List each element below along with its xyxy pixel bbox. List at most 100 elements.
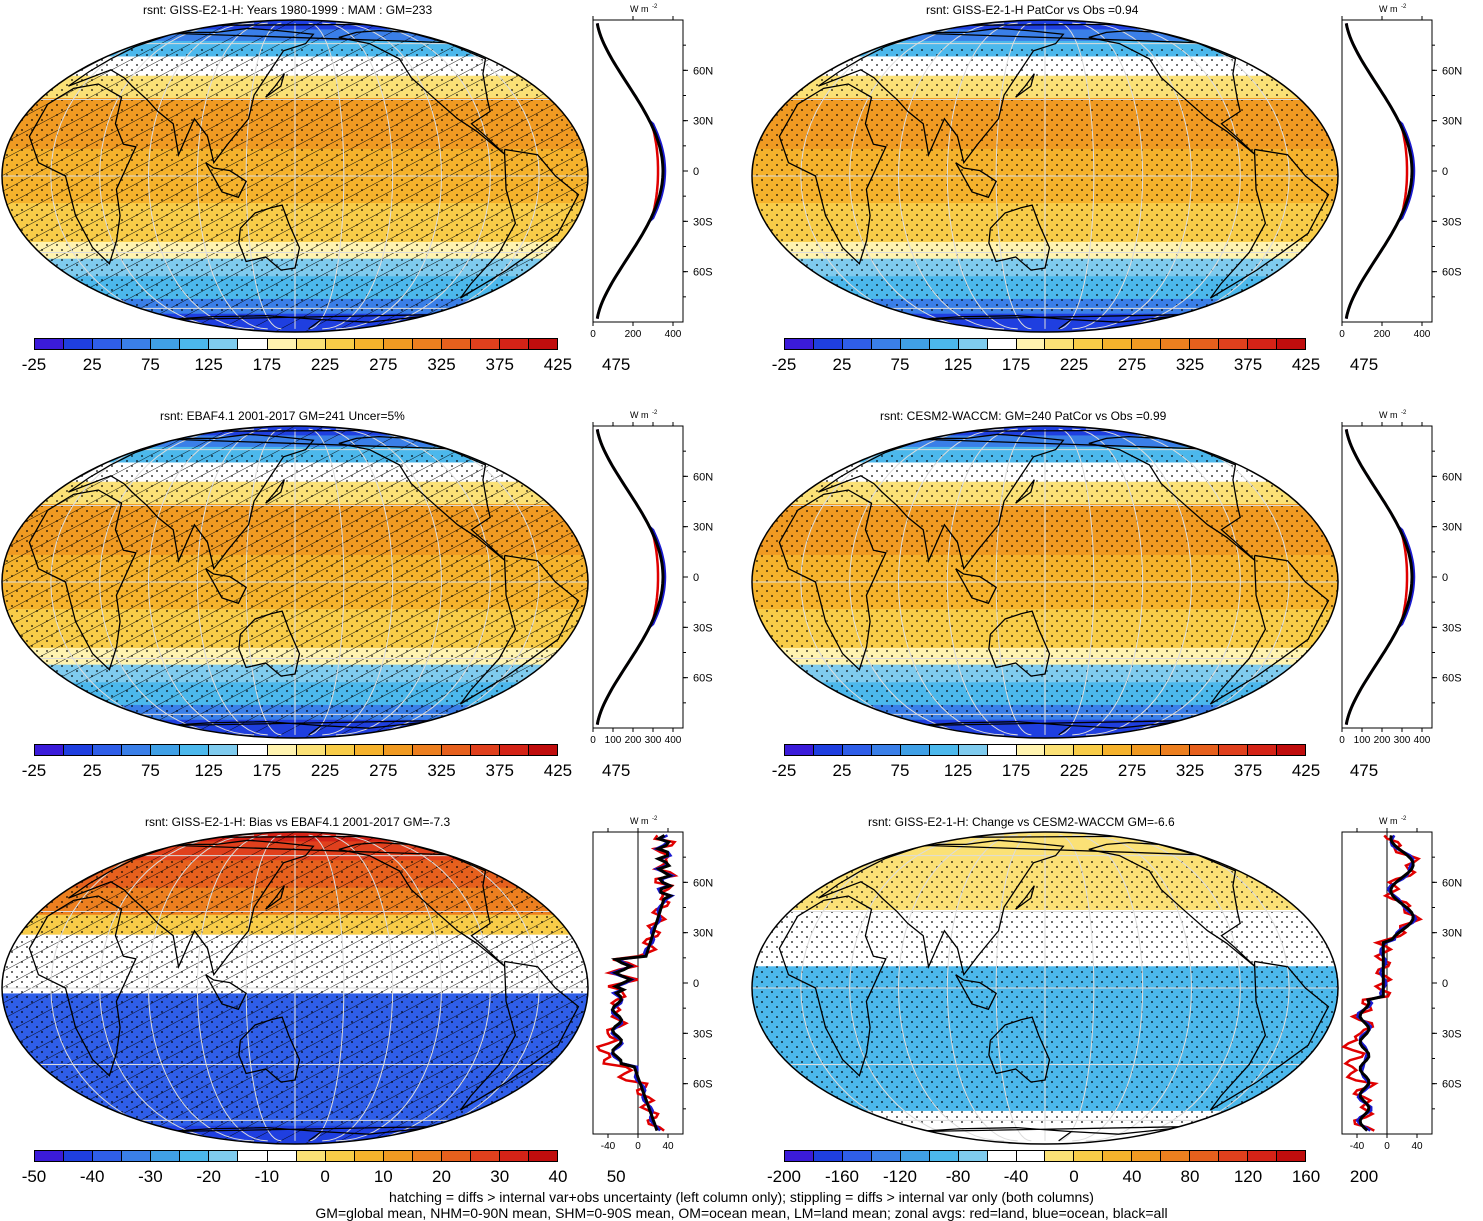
coastline <box>1015 479 1035 504</box>
colorbar-tick-label: 425 <box>1291 761 1321 780</box>
panel-title: rsnt: GISS-E2-1-H: Years 1980-1999 : MAM… <box>143 3 433 17</box>
x-tick-label: 0 <box>590 329 596 340</box>
x-tick-label: 0 <box>1339 329 1345 340</box>
x-tick-label: 40 <box>1411 1141 1423 1152</box>
lat-tick-label: 60N <box>1442 877 1462 889</box>
coastline <box>955 974 998 1011</box>
colorbar-swatch <box>469 1151 499 1161</box>
colorbar-swatch <box>1275 745 1305 755</box>
colorbar-tick-label: 25 <box>82 355 102 374</box>
colorbar-tick-label: 175 <box>1001 355 1031 374</box>
colorbar-swatch <box>382 1151 412 1161</box>
colorbar-tick-label: 25 <box>832 355 852 374</box>
colorbar-swatch <box>150 745 180 755</box>
colorbar-tick-label: 40 <box>548 1167 568 1186</box>
coastline <box>238 610 301 677</box>
map-plot <box>751 831 1339 1145</box>
colorbar-swatch <box>1131 339 1161 349</box>
zonal-line-all <box>595 23 665 319</box>
x-tick-label: 300 <box>1394 735 1411 746</box>
x-tick-label: 0 <box>1384 1141 1390 1152</box>
lat-tick-label: 60S <box>693 267 713 279</box>
footer-line-1: hatching = diffs > internal var+obs unce… <box>389 1189 1094 1205</box>
colorbar-swatch <box>1160 745 1190 755</box>
colorbar-tick-label: 20 <box>432 1167 451 1186</box>
colorbar-tick-label: 40 <box>1122 1167 1142 1186</box>
units-label: W m <box>1379 4 1398 14</box>
graticule-lon <box>99 834 241 1142</box>
units-label: W m <box>630 4 649 14</box>
x-tick-label: 40 <box>662 1141 674 1152</box>
colorbar-swatch <box>324 339 354 349</box>
colorbar-swatch <box>266 1151 296 1161</box>
coastline <box>238 204 301 271</box>
colorbar <box>784 338 1306 350</box>
lat-tick-label: 0 <box>693 166 699 178</box>
colorbar-swatch <box>92 339 122 349</box>
panel-5: rsnt: GISS-E2-1-H: Bias vs EBAF4.1 2001-… <box>0 812 741 1218</box>
colorbar-swatch <box>382 339 412 349</box>
colorbar-tick-label: 25 <box>832 761 852 780</box>
lat-tick-label: 60S <box>693 1079 713 1091</box>
panel-title: rsnt: GISS-E2-1-H: Change vs CESM2-WACCM… <box>868 815 1175 829</box>
lat-tick-label: 60N <box>693 65 713 77</box>
coastline <box>238 1016 301 1083</box>
colorbar-swatch <box>382 745 412 755</box>
coastline <box>988 610 1051 677</box>
colorbar-swatch <box>92 1151 122 1161</box>
colorbar-swatch <box>1102 1151 1132 1161</box>
map-field <box>752 20 1338 332</box>
units-exponent: -2 <box>652 4 658 10</box>
colorbar-swatch <box>324 745 354 755</box>
units-exponent: -2 <box>652 410 658 416</box>
colorbar-swatch <box>1218 339 1247 349</box>
colorbar-tick-label: 25 <box>82 761 102 780</box>
colorbar-swatch <box>1102 745 1132 755</box>
colorbar-swatch <box>812 745 842 755</box>
panel-6: rsnt: GISS-E2-1-H: Change vs CESM2-WACCM… <box>742 812 1483 1218</box>
coastline <box>778 489 887 671</box>
x-tick-label: -40 <box>601 1141 616 1152</box>
lat-tick-label: 30N <box>1442 116 1462 128</box>
colorbar-swatch <box>528 339 558 349</box>
colorbar-swatch <box>35 1151 64 1161</box>
map-border <box>1 831 589 1145</box>
lat-tick-label: 60S <box>1442 1079 1462 1091</box>
colorbar-tick-label: -30 <box>138 1167 163 1186</box>
lat-tick-label: 0 <box>1442 978 1448 990</box>
colorbar-swatch <box>179 745 209 755</box>
colorbar-labels: -50 -40 -30 -20 -10 0 10 20 30 40 50 <box>5 1167 645 1187</box>
graticule-lon <box>245 22 282 330</box>
graticule-lon <box>1072 834 1144 1142</box>
colorbar-tick-label: -120 <box>882 1167 918 1186</box>
coastline <box>205 568 248 605</box>
colorbar-tick-label: 225 <box>1059 355 1089 374</box>
colorbar-tick-label: 175 <box>252 355 282 374</box>
map-border <box>751 831 1339 1145</box>
graticule-lon <box>196 834 268 1142</box>
graticule-lon <box>335 834 443 1142</box>
zonal-frame <box>1341 425 1433 729</box>
graticule-lon <box>1099 428 1241 736</box>
colorbar-swatch <box>870 339 900 349</box>
colorbar-swatch <box>928 745 958 755</box>
x-tick-label: 300 <box>645 735 662 746</box>
x-tick-label: 400 <box>1414 329 1431 340</box>
colorbar-swatch <box>957 339 987 349</box>
colorbar-swatch <box>353 339 383 349</box>
colorbar-swatch <box>1073 745 1103 755</box>
x-tick-label: 0 <box>590 735 596 746</box>
colorbar-swatch <box>295 745 325 755</box>
colorbar-swatch <box>121 1151 151 1161</box>
colorbar-tick-label: 125 <box>194 761 223 780</box>
coastline <box>459 960 580 1111</box>
colorbar-swatch <box>237 1151 267 1161</box>
colorbar-tick-label: 375 <box>485 355 514 374</box>
colorbar-swatch <box>324 1151 354 1161</box>
colorbar <box>34 338 558 350</box>
colorbar-tick-label: 325 <box>1175 355 1205 374</box>
lat-tick-label: 30S <box>693 216 713 228</box>
coastline <box>955 162 998 199</box>
colorbar-swatch <box>179 1151 209 1161</box>
colorbar-swatch <box>812 339 842 349</box>
